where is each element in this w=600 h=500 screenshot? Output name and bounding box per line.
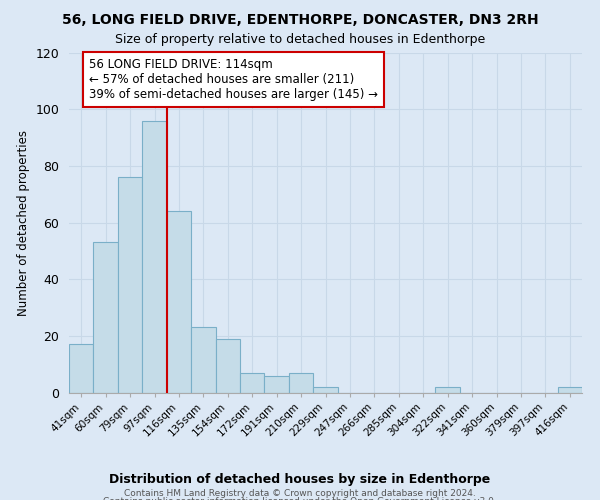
Text: Size of property relative to detached houses in Edenthorpe: Size of property relative to detached ho… [115, 32, 485, 46]
Bar [240, 372, 265, 392]
Bar [265, 376, 289, 392]
Bar [69, 344, 94, 393]
Text: 56 LONG FIELD DRIVE: 114sqm
← 57% of detached houses are smaller (211)
39% of se: 56 LONG FIELD DRIVE: 114sqm ← 57% of det… [89, 58, 378, 101]
Bar [289, 372, 313, 392]
Bar [142, 120, 167, 392]
Bar [191, 328, 215, 392]
Bar [215, 338, 240, 392]
Text: Contains public sector information licensed under the Open Government Licence v3: Contains public sector information licen… [103, 496, 497, 500]
Text: Contains HM Land Registry data © Crown copyright and database right 2024.: Contains HM Land Registry data © Crown c… [124, 489, 476, 498]
Bar [436, 387, 460, 392]
Bar [94, 242, 118, 392]
Bar [313, 387, 338, 392]
Bar [167, 211, 191, 392]
Text: Distribution of detached houses by size in Edenthorpe: Distribution of detached houses by size … [109, 472, 491, 486]
Y-axis label: Number of detached properties: Number of detached properties [17, 130, 30, 316]
Bar [557, 387, 582, 392]
Bar [118, 177, 142, 392]
Text: 56, LONG FIELD DRIVE, EDENTHORPE, DONCASTER, DN3 2RH: 56, LONG FIELD DRIVE, EDENTHORPE, DONCAS… [62, 12, 538, 26]
